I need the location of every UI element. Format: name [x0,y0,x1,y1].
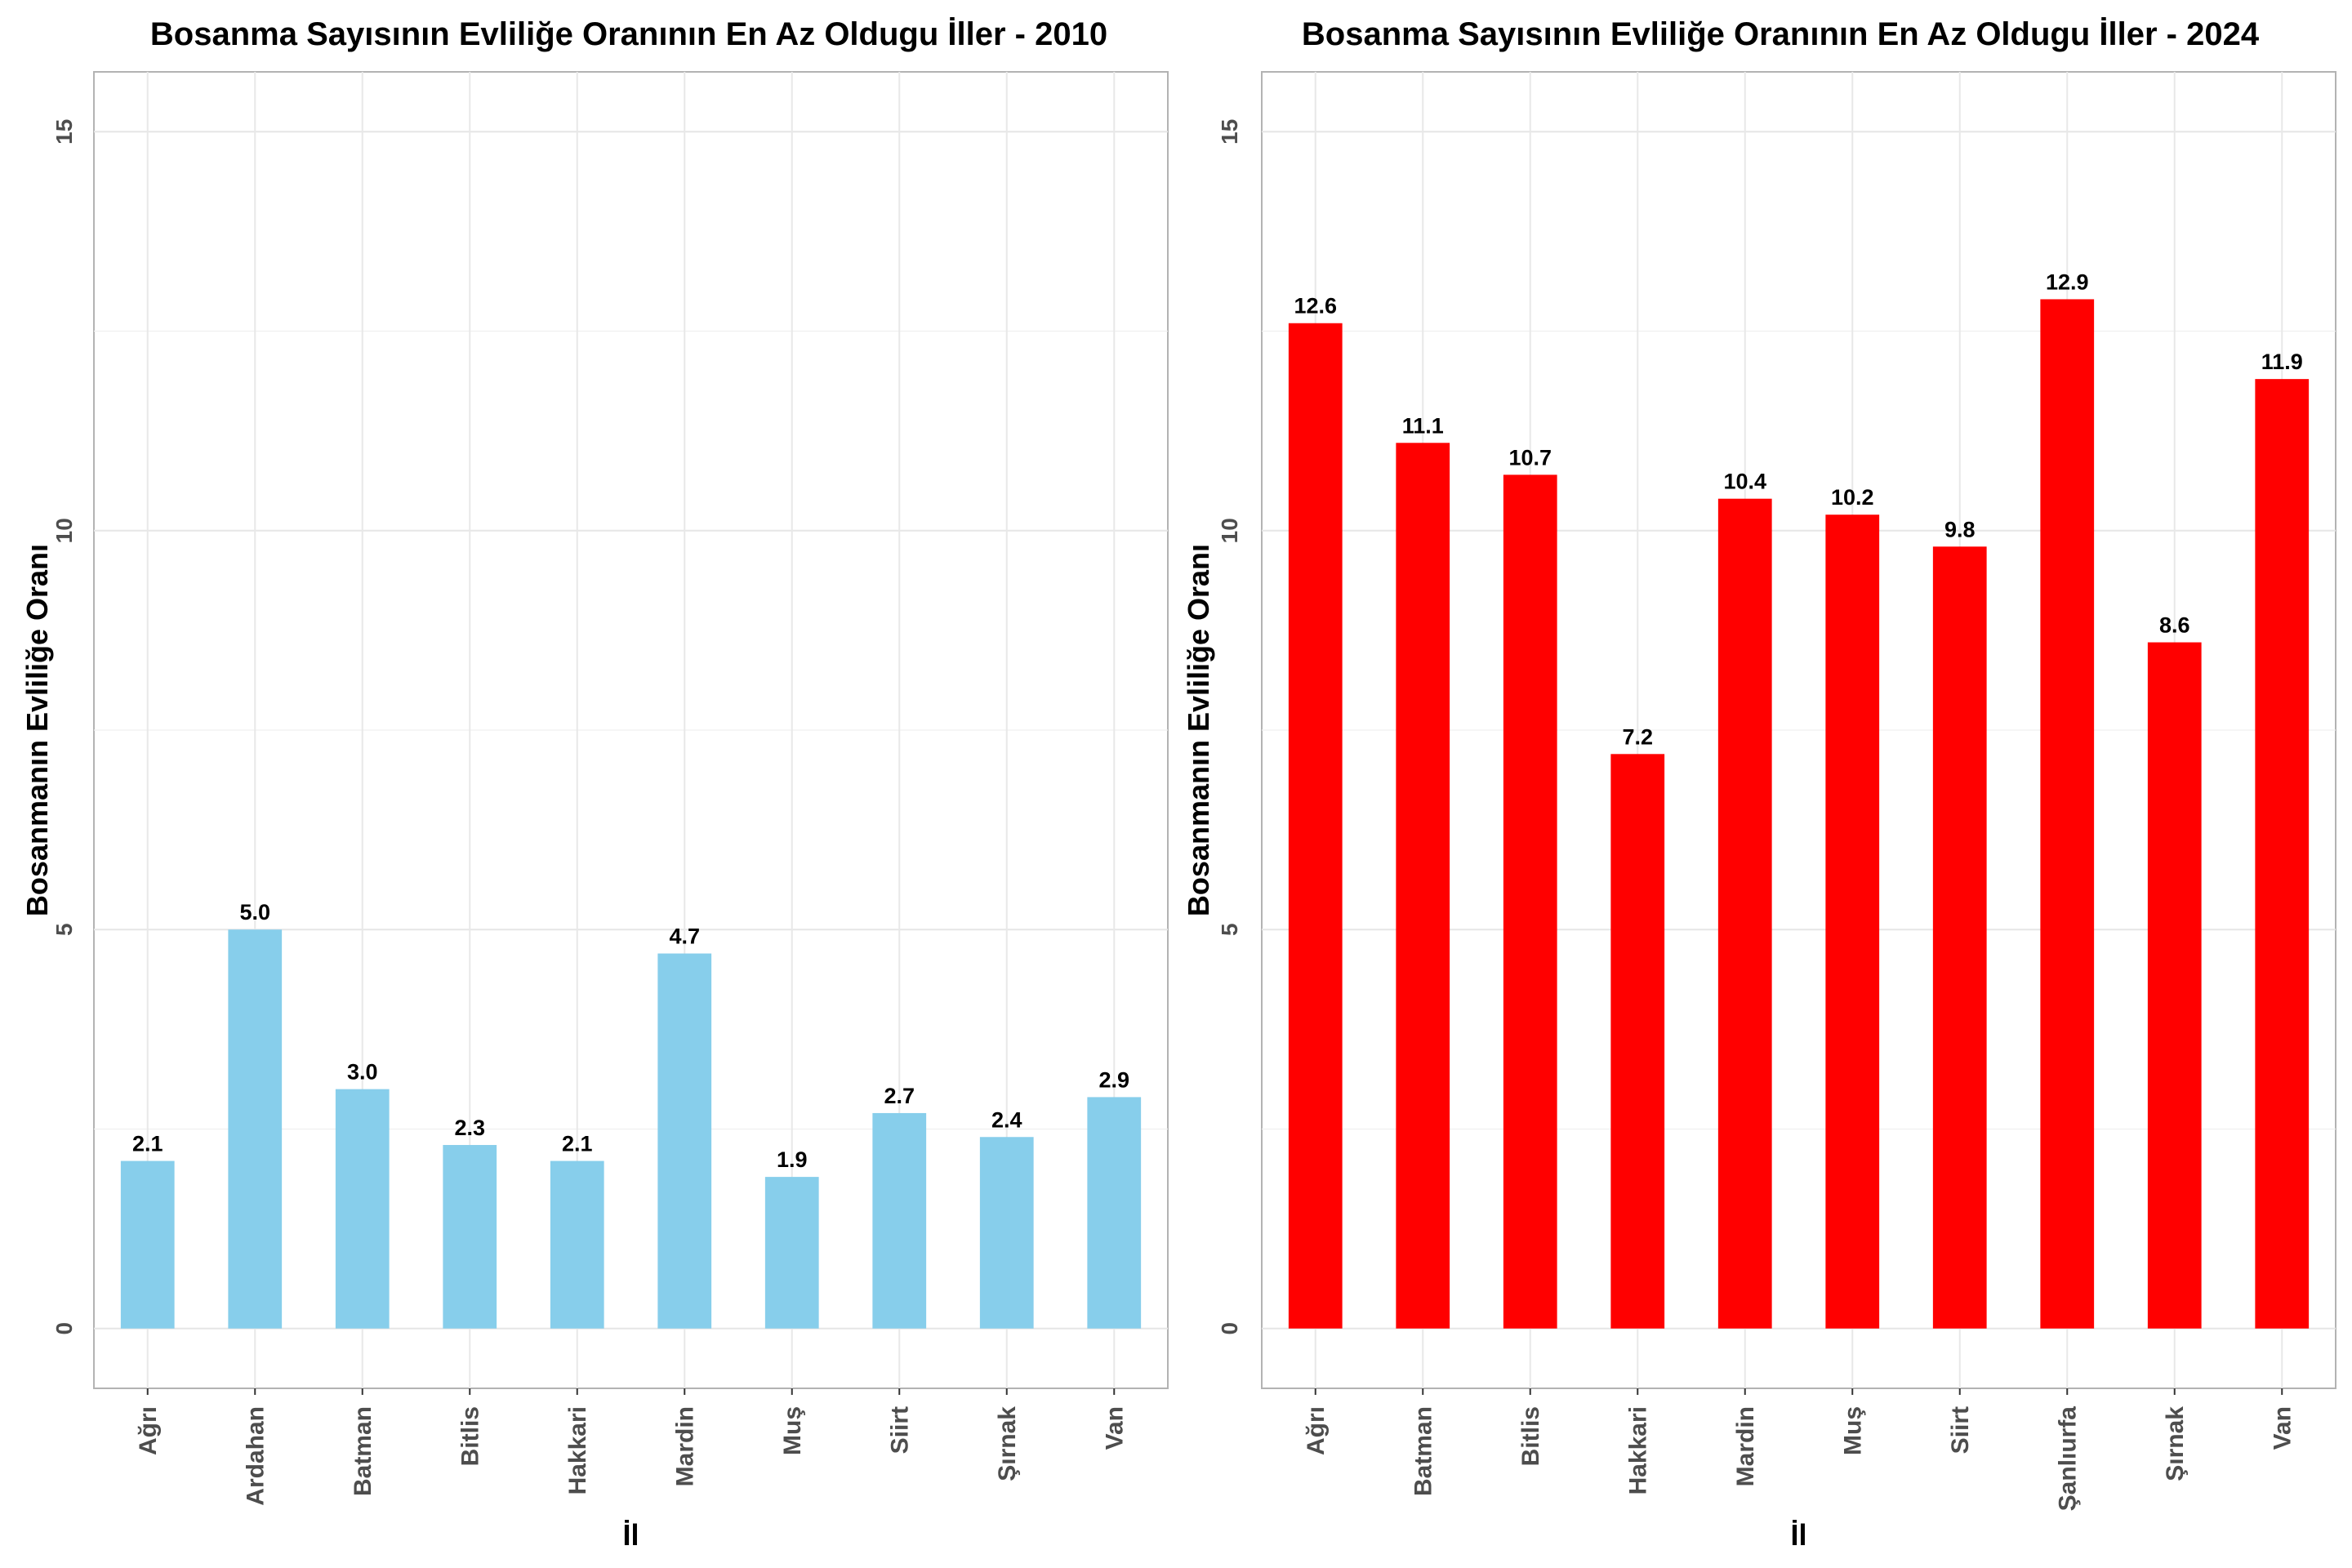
bar [1087,1097,1142,1329]
x-tick-label: Hakkari [564,1406,591,1494]
bar-value-label: 2.7 [884,1084,915,1108]
bar [2147,642,2202,1329]
x-tick-label: Van [2269,1406,2296,1450]
bar-value-label: 9.8 [1944,517,1976,541]
bar-value-label: 2.9 [1098,1067,1129,1092]
x-tick-label: Bitlis [1517,1406,1544,1466]
bar [1288,323,1343,1329]
y-tick-label: 15 [51,119,77,145]
bar-value-label: 10.7 [1508,445,1552,470]
bar-value-label: 7.2 [1622,724,1653,749]
chart-panel-2010: Bosanma Sayısının Evliliğe Oranının En A… [20,16,1169,1552]
y-tick-label: 0 [51,1322,77,1335]
x-tick-label: Siirt [1947,1406,1974,1454]
bar [120,1160,175,1329]
x-tick-label: Şanlıurfa [2054,1406,2081,1512]
chart-panel-2024: Bosanma Sayısının Evliliğe Oranının En A… [1176,0,2352,1568]
bar-value-label: 8.6 [2159,613,2190,638]
y-tick-label: 15 [1217,119,1242,145]
bar-value-label: 11.9 [2261,350,2303,374]
bar-value-label: 12.9 [2046,270,2089,294]
x-tick-label: Hakkari [1624,1406,1651,1494]
bar-value-label: 10.4 [1723,470,1766,494]
x-tick-label: Ardahan [242,1406,269,1506]
x-tick-label: Şırnak [2162,1406,2189,1481]
x-tick-label: Bitlis [457,1406,483,1466]
x-tick-label: Muş [779,1406,806,1455]
bar [979,1137,1034,1329]
bar [1610,754,1665,1329]
y-tick-label: 5 [51,923,77,936]
y-tick-label: 10 [1217,518,1242,543]
y-tick-label: 0 [1217,1322,1242,1335]
bar [1932,546,1987,1329]
x-tick-label: Batman [1410,1406,1437,1496]
bar [228,929,283,1329]
y-tick-label: 5 [1217,923,1242,936]
bar-value-label: 4.7 [669,924,700,949]
bar [764,1177,819,1329]
bar-chart-2010: 0 5 10 15 2.1 Ağrı 5.0 Ardahan 3.0 Batman 2.3 Bitli… [20,71,1169,1552]
x-axis-title: İl [622,1518,639,1552]
x-tick-label: Muş [1839,1406,1866,1455]
x-axis-title: İl [1790,1518,1806,1552]
bar-value-label: 2.3 [454,1116,485,1140]
bar-value-label: 2.4 [991,1107,1022,1132]
bar [872,1112,927,1329]
x-tick-label: Mardin [1732,1406,1759,1486]
y-axis-title: Bosanmanın Evliliğe Oranı [20,544,54,916]
y-tick-label: 10 [51,518,77,543]
bar-value-label: 3.0 [347,1060,378,1085]
bar-value-label: 10.2 [1831,485,1874,510]
bar-value-label: 12.6 [1294,294,1337,318]
bar [335,1089,390,1329]
bar-value-label: 2.1 [562,1132,593,1156]
x-tick-label: Batman [350,1406,376,1496]
bar-chart-2024: 0 5 10 15 12.6 Ağrı 11.1 Batman 10.7 Bitlis 7.2 Hak… [1182,71,2336,1552]
x-tick-label: Şırnak [994,1406,1021,1481]
bar [1717,498,1772,1329]
bar [550,1160,604,1329]
bar [1396,443,1450,1329]
x-tick-label: Mardin [671,1406,698,1486]
chart-title: Bosanma Sayısının Evliliğe Oranının En A… [1301,16,2260,52]
bar [443,1145,497,1329]
bar-value-label: 11.1 [1402,413,1444,438]
x-tick-label: Van [1101,1406,1128,1450]
bar [657,953,712,1329]
y-axis-title: Bosanmanın Evliliğe Oranı [1182,544,1215,916]
bar [2255,379,2310,1329]
chart-title: Bosanma Sayısının Evliliğe Oranının En A… [149,16,1108,52]
bar [1825,514,1880,1329]
x-tick-label: Siirt [886,1406,913,1454]
bar [2040,299,2095,1329]
x-tick-label: Ağrı [1303,1406,1330,1455]
bar-value-label: 1.9 [777,1147,808,1172]
x-tick-label: Ağrı [135,1406,162,1455]
bar-value-label: 5.0 [239,900,270,924]
bar-value-label: 2.1 [132,1132,163,1156]
bar [1503,474,1557,1329]
